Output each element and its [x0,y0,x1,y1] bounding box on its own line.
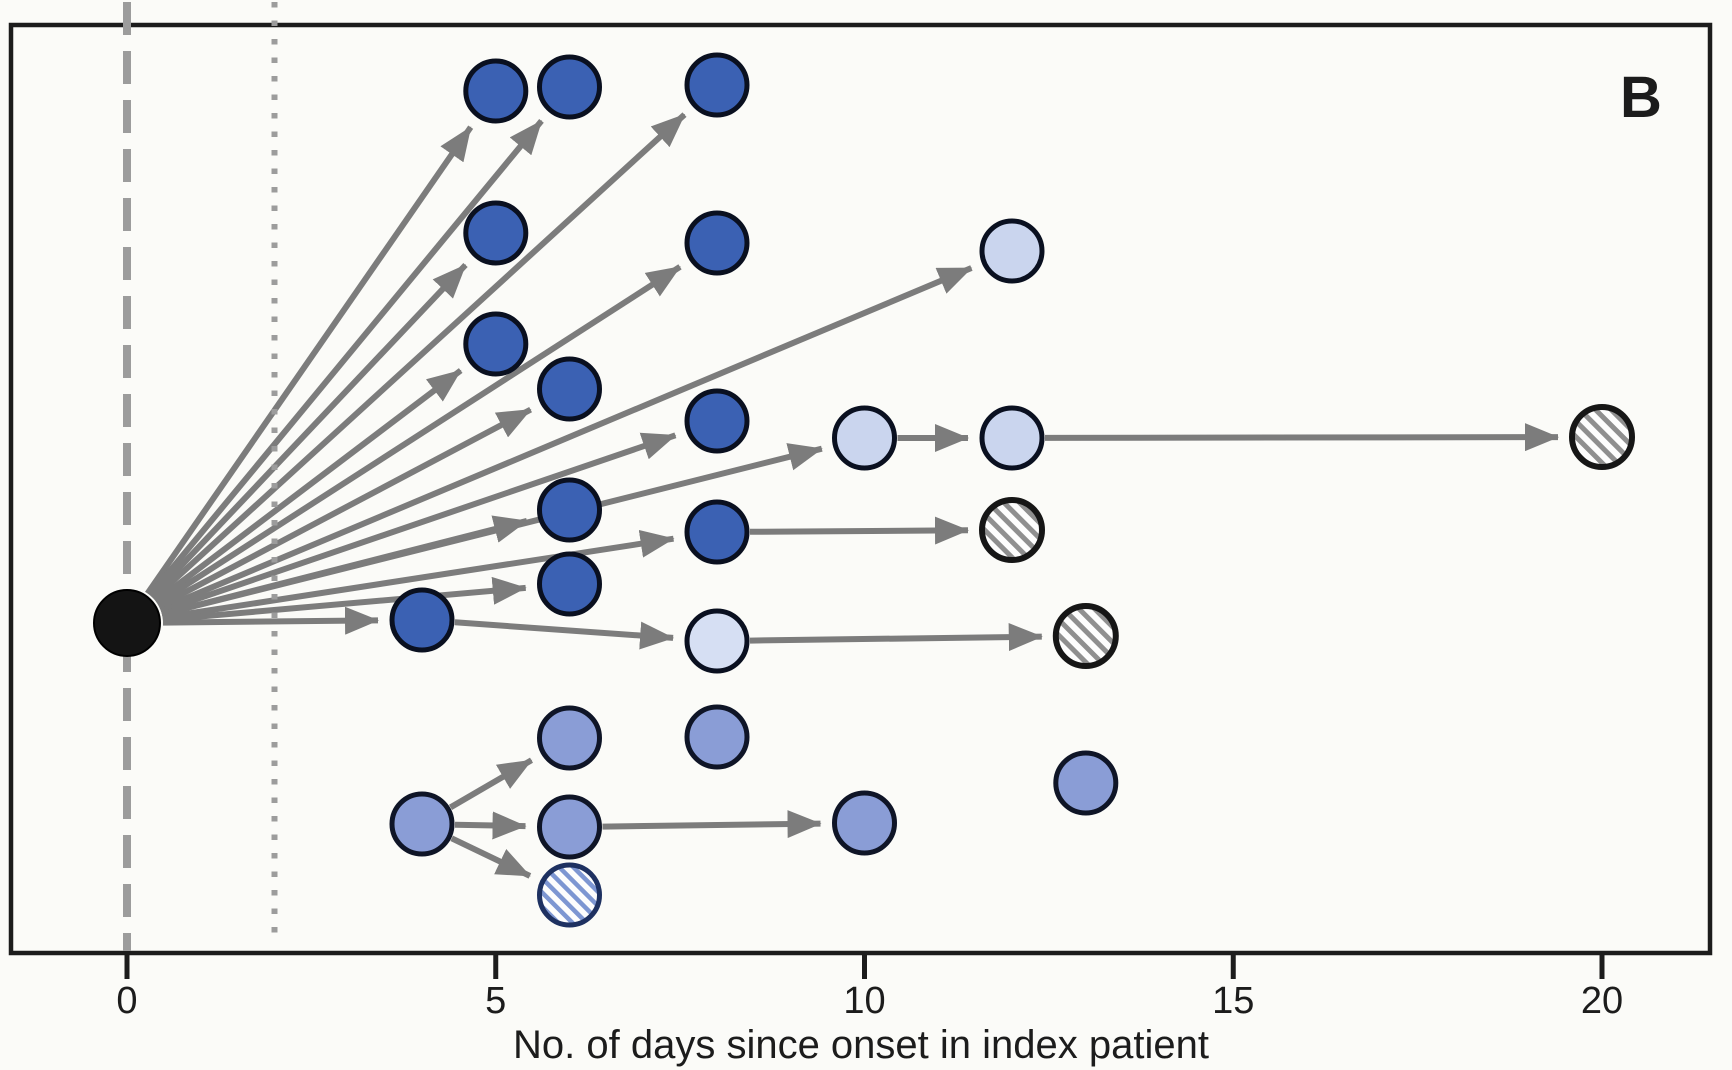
panel-label: B [1620,65,1662,130]
x-tick-label-0: 0 [116,980,137,1022]
transmission-arrow-index-c14 [162,529,675,621]
transmission-arrow-c11-c12 [1044,423,1559,452]
transmission-arrow-index-c3 [151,112,687,601]
case-node-c19 [1052,603,1119,669]
transmission-arrow-c22-c24 [602,810,822,839]
case-node-c5 [684,210,750,276]
transmission-arrow-index-c6 [159,265,973,612]
case-node-c9 [684,388,750,454]
case-node-c18 [684,608,750,674]
case-node-c17 [389,587,455,653]
case-node-c24 [832,790,897,856]
case-node-c8 [537,356,602,422]
transmission-arrow-c20-c21 [448,757,534,810]
transmission-arrow-index-c9 [160,432,677,615]
transmission-arrow-index-c17 [162,606,379,635]
index-case-node [93,589,161,657]
x-tick-label-10: 10 [843,980,885,1022]
case-node-c21 [537,705,602,771]
x-tick-label-5: 5 [485,980,506,1022]
case-node-c14 [684,499,750,565]
case-node-c20 [389,791,455,857]
x-tick-label-15: 15 [1212,980,1254,1022]
case-node-c2 [537,54,602,120]
transmission-arrow-index-c16 [162,576,527,623]
case-node-c1 [463,58,529,124]
transmission-arrow-index-c2 [147,118,544,598]
case-node-c22 [537,794,602,860]
case-node-c26 [1053,750,1119,816]
transmission-arrow-index-c8 [157,406,533,609]
transmission-arrow-c20-c22 [454,811,527,840]
x-axis-ticks: 0 5 10 15 20 [116,953,1623,1022]
transmission-arrow-index-c13 [161,515,528,618]
case-node-c12 [1569,404,1635,470]
transmission-arrow-c18-c19 [749,623,1043,652]
transmission-arrow-index-c1 [145,125,474,596]
x-tick-label-20: 20 [1581,980,1623,1022]
x-axis-label: No. of days since onset in index patient [513,1023,1209,1067]
case-node-c11 [979,405,1045,471]
transmission-arrows [145,112,1559,879]
plot-frame [8,22,1713,956]
transmission-arrow-c14-c15 [749,516,969,545]
case-node-c13 [537,477,602,543]
case-node-c16 [537,551,602,617]
case-node-c4 [463,200,529,266]
case-node-c10 [832,405,897,471]
transmission-arrow-c17-c18 [454,619,675,650]
case-node-c25 [684,704,750,770]
case-node-c3 [684,52,750,118]
case-node-c23 [537,862,602,928]
reference-lines [123,2,278,951]
transmission-arrow-index-c4 [149,262,468,599]
transmission-arrow-index-c5 [155,264,682,607]
transmission-arrow-c20-c23 [450,835,532,879]
case-nodes [93,52,1635,928]
case-node-c6 [979,218,1045,284]
transmission-arrow-index-c7 [153,368,463,604]
case-node-c7 [463,311,529,377]
case-node-c15 [979,497,1045,563]
